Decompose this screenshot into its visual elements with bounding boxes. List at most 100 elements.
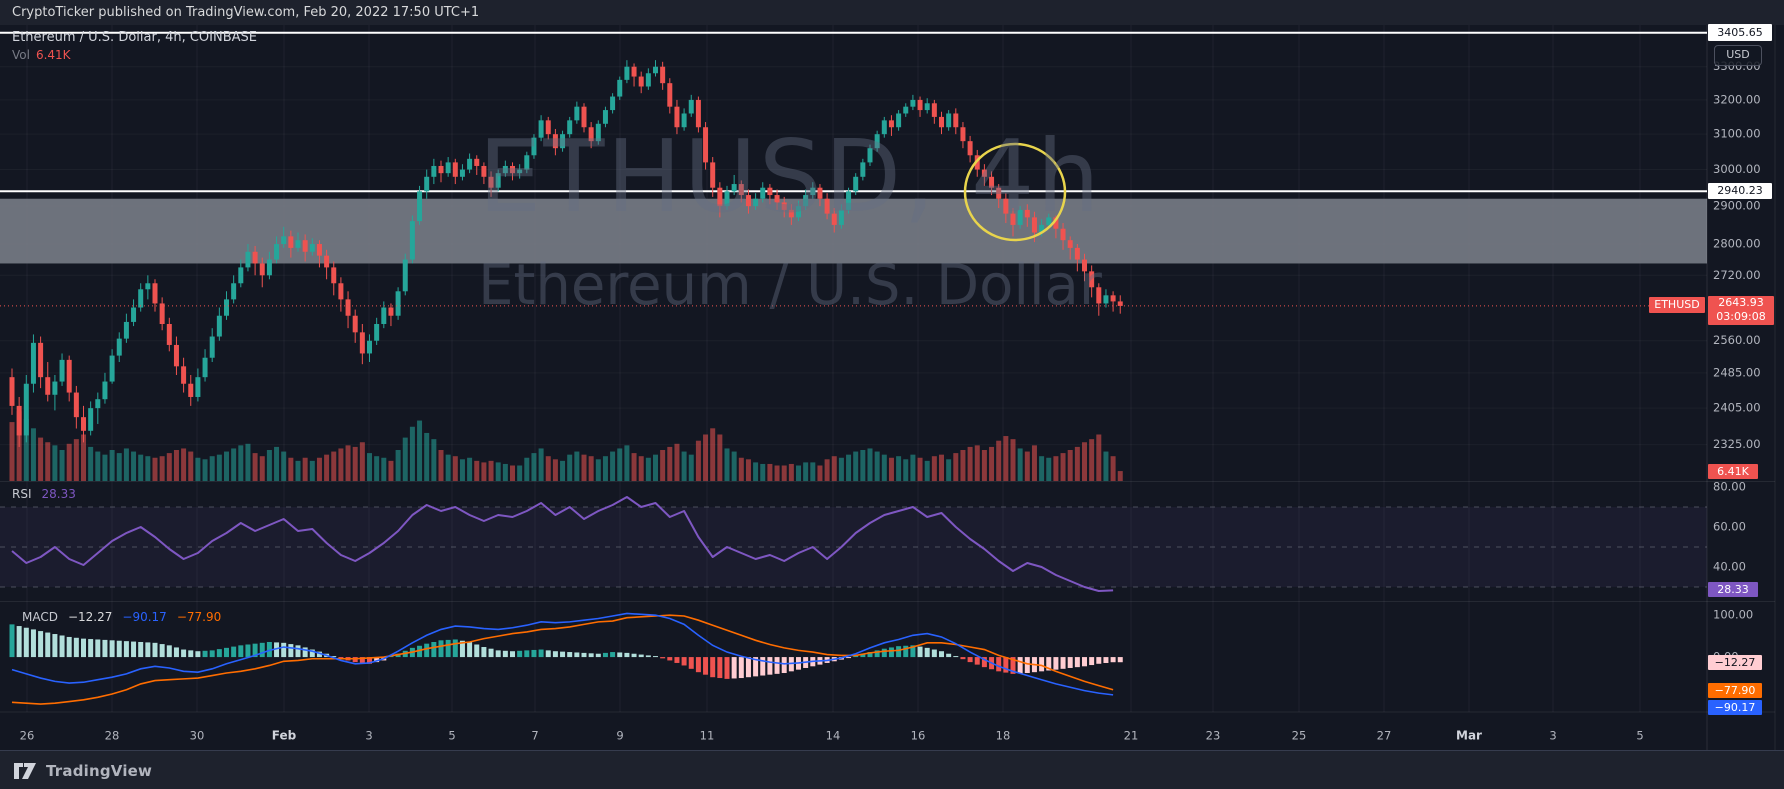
candle-body xyxy=(238,267,244,284)
macd-hist-bar xyxy=(467,641,473,658)
last-price-badge[interactable]: 2643.93 03:09:08 xyxy=(1708,296,1774,325)
volume-bar xyxy=(252,453,258,481)
volume-bar xyxy=(245,443,251,481)
time-tick-label: Mar xyxy=(1456,729,1482,743)
candle-body xyxy=(1096,287,1102,304)
candle-body xyxy=(445,162,451,174)
candle-body xyxy=(345,299,351,316)
volume-bar xyxy=(753,462,759,481)
macd-hist-bar xyxy=(259,642,265,658)
axis-tick-label: 2800.00 xyxy=(1713,237,1761,251)
macd-hist-bar xyxy=(309,649,315,658)
macd-hist-bar xyxy=(109,640,115,658)
chart-canvas[interactable]: 3300.003200.003100.003000.002900.002800.… xyxy=(0,25,1784,750)
candle-body xyxy=(359,332,365,354)
candle-body xyxy=(95,399,101,409)
macd-hist-bar xyxy=(281,642,287,658)
currency-toggle-button[interactable]: USD xyxy=(1714,45,1762,66)
candle-body xyxy=(88,408,94,431)
volume-bar xyxy=(266,450,272,481)
rsi-pane[interactable] xyxy=(0,483,1707,601)
time-tick-label: 5 xyxy=(448,729,455,743)
volume-bar xyxy=(903,459,909,481)
macd-legend[interactable]: MACD −12.27 −90.17 −77.90 xyxy=(12,610,221,624)
volume-bar xyxy=(116,453,122,481)
symbol-title[interactable]: Ethereum / U.S. Dollar, 4h, COINBASE xyxy=(12,30,258,45)
macd-hist-bar xyxy=(567,652,573,658)
volume-bar xyxy=(831,456,837,481)
volume-bar xyxy=(838,457,844,481)
candle-body xyxy=(9,377,15,406)
volume-bar xyxy=(345,445,351,481)
volume-legend[interactable]: Vol 6.41K xyxy=(12,48,71,62)
candle-body xyxy=(152,283,158,304)
candle-body xyxy=(645,73,651,87)
volume-bar xyxy=(760,463,766,481)
candle-body xyxy=(545,120,551,135)
time-tick-label: 16 xyxy=(911,729,926,743)
macd-hist-bar xyxy=(724,657,730,679)
macd-hist-bar xyxy=(731,657,737,679)
candle-body xyxy=(538,120,544,138)
macd-hist-bar xyxy=(131,641,137,658)
macd-hist-bar xyxy=(295,645,301,658)
time-tick-label: 28 xyxy=(105,729,120,743)
tradingview-brand[interactable]: TradingView xyxy=(46,761,153,780)
volume-bar xyxy=(681,451,687,481)
macd-hist-bar xyxy=(624,652,630,658)
upper-level-price-badge[interactable]: 3405.65 xyxy=(1708,24,1772,41)
macd-hist-bar xyxy=(367,657,372,664)
macd-hist-bar xyxy=(960,657,966,660)
volume-bar xyxy=(123,448,129,481)
supply-zone[interactable] xyxy=(0,198,1707,264)
axis-tick-label: 2325.00 xyxy=(1713,437,1761,451)
volume-bar xyxy=(531,453,537,481)
macd-hist-bar xyxy=(424,643,430,658)
time-axis[interactable] xyxy=(0,712,1707,750)
time-tick-label: 21 xyxy=(1124,729,1139,743)
volume-bar xyxy=(653,454,658,481)
macd-hist-bar xyxy=(209,650,215,658)
macd-hist-bar xyxy=(1082,657,1087,667)
volume-bar xyxy=(867,448,873,481)
macd-hist-bar xyxy=(316,651,322,658)
resistance-price-badge[interactable]: 2940.23 xyxy=(1708,183,1772,199)
macd-hist-bar xyxy=(95,639,101,658)
macd-hist-bar xyxy=(867,652,873,658)
candle-body xyxy=(989,176,995,188)
macd-hist-bar xyxy=(846,657,852,659)
volume-bar xyxy=(438,450,444,481)
macd-hist-bar xyxy=(252,643,258,658)
time-tick-label: 3 xyxy=(365,729,372,743)
volume-bar xyxy=(159,456,165,481)
macd-hist-bar xyxy=(545,650,551,658)
candle-body xyxy=(252,251,258,264)
candle-body xyxy=(946,113,952,128)
candle-body xyxy=(910,99,916,107)
macd-pane[interactable] xyxy=(0,603,1707,712)
chart-legend[interactable]: Ethereum / U.S. Dollar, 4h, COINBASE xyxy=(12,30,257,45)
tradingview-logo[interactable] xyxy=(13,761,37,781)
price-pane[interactable] xyxy=(0,25,1707,481)
volume-bar xyxy=(745,459,751,481)
volume-bar xyxy=(1089,439,1095,481)
volume-bar xyxy=(881,454,887,481)
candle-body xyxy=(45,377,51,395)
macd-hist-bar xyxy=(931,649,937,658)
candle-body xyxy=(581,106,587,128)
candle-body xyxy=(703,127,709,163)
macd-hist-bar xyxy=(1046,657,1052,671)
volume-bar xyxy=(188,451,194,481)
candle-body xyxy=(352,315,358,333)
candle-body xyxy=(695,99,701,128)
rsi-legend[interactable]: RSI 28.33 xyxy=(12,487,76,501)
macd-hist-bar xyxy=(16,626,22,658)
macd-hist-bar xyxy=(695,657,701,673)
macd-hist-bar xyxy=(1096,657,1102,664)
axis-tick-label: 80.00 xyxy=(1713,480,1746,494)
highlight-circle-annotation[interactable] xyxy=(963,142,1067,242)
volume-bar xyxy=(30,428,36,481)
price-axis[interactable] xyxy=(1707,25,1775,712)
volume-bar xyxy=(667,446,673,481)
macd-hist-bar xyxy=(574,652,580,658)
